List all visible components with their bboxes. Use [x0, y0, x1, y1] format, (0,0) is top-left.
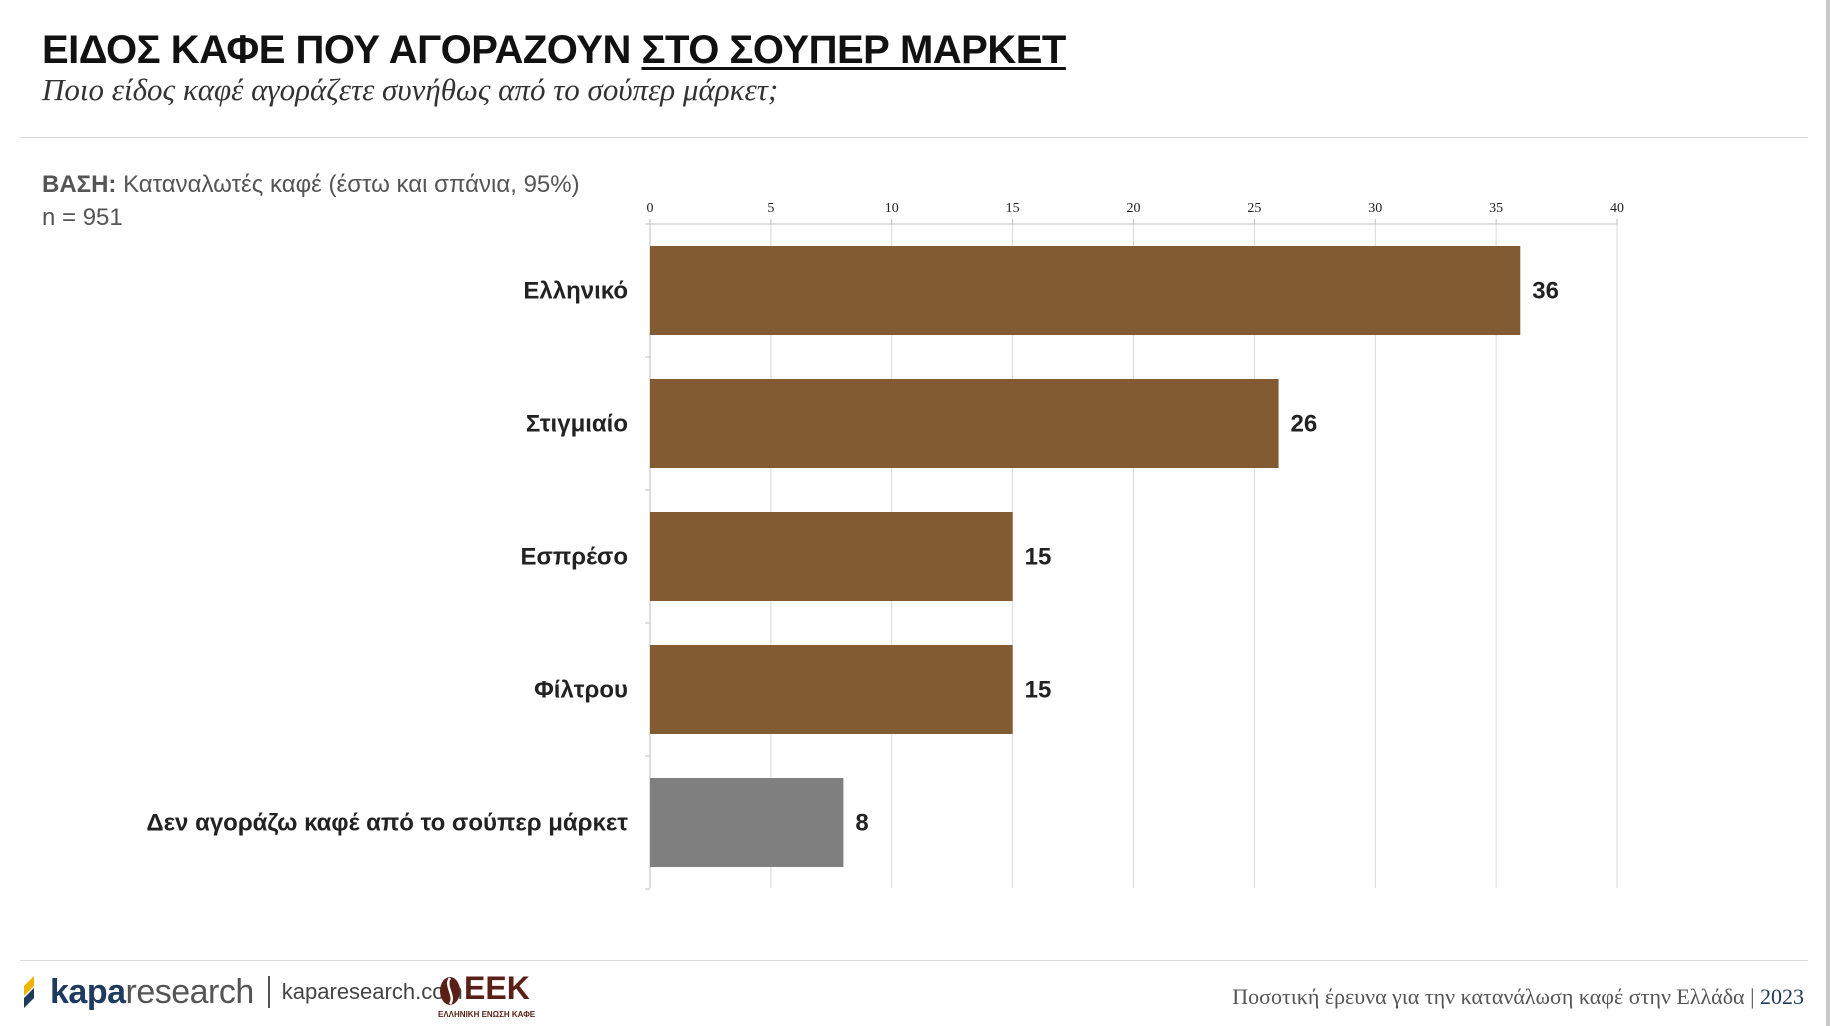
eek-logo: ΕΕΚ ΕΛΛΗΝΙΚΗ ΕΝΩΣΗ ΚΑΦΕ — [438, 970, 535, 1024]
kapa-research-logo: kaparesearch kaparesearch.com — [20, 970, 463, 1014]
bar-chart: 0 5 10 15 20 25 30 35 40 Ελληνικό 36 Στιγμιαίο 26 Εσπ… — [146, 201, 1624, 890]
x-tick-label: 0 — [647, 201, 654, 216]
footer-divider — [20, 960, 1808, 961]
bar — [650, 512, 1013, 601]
logo-separator — [267, 976, 270, 1008]
brand-bold: kapa — [50, 973, 126, 1011]
base-info: ΒΑΣΗ: Καταναλωτές καφέ (έστω και σπάνια,… — [42, 168, 580, 234]
sample-size: n = 951 — [42, 204, 123, 231]
brand-wordmark: kaparesearch — [50, 972, 254, 1012]
x-tick-label: 25 — [1247, 201, 1261, 216]
category-label: Ελληνικό — [523, 278, 628, 305]
site-url: kaparesearch.com — [281, 979, 463, 1004]
title-underlined: ΣΤΟ ΣΟΥΠΕΡ ΜΑΡΚΕΤ — [641, 28, 1066, 72]
eek-subtitle: ΕΛΛΗΝΙΚΗ ΕΝΩΣΗ ΚΑΦΕ — [438, 1010, 536, 1019]
bar — [650, 379, 1279, 468]
data-label: 8 — [855, 810, 868, 837]
eek-wordmark: ΕΕΚ — [464, 970, 530, 1006]
category-label: Δεν αγοράζω καφέ από το σούπερ μάρκετ — [146, 810, 628, 837]
x-tick-label: 30 — [1368, 201, 1382, 216]
footer-caption: Ποσοτική έρευνα για την κατανάλωση καφέ … — [1232, 984, 1804, 1010]
x-tick-label: 5 — [767, 201, 774, 216]
category-label: Εσπρέσο — [520, 544, 628, 571]
caption-year: 2023 — [1760, 984, 1804, 1009]
category-label: Στιγμιαίο — [526, 411, 628, 438]
kapa-logo-mark-icon — [24, 976, 34, 1008]
caption-text: Ποσοτική έρευνα για την κατανάλωση καφέ … — [1232, 984, 1745, 1009]
caption-separator: | — [1750, 984, 1755, 1009]
header-divider — [20, 137, 1808, 138]
page-subtitle: Ποιο είδος καφέ αγοράζετε συνήθως από το… — [42, 72, 779, 107]
data-label: 15 — [1025, 677, 1052, 704]
page-right-border — [1826, 0, 1830, 1026]
x-tick-label: 15 — [1006, 201, 1020, 216]
data-label: 36 — [1532, 278, 1559, 305]
category-label: Φίλτρου — [534, 677, 628, 704]
base-line: ΒΑΣΗ: Καταναλωτές καφέ (έστω και σπάνια,… — [42, 168, 580, 201]
brand-light: research — [125, 973, 255, 1011]
bar — [650, 246, 1521, 335]
data-label: 15 — [1025, 544, 1052, 571]
coffee-bean-icon — [440, 977, 460, 1005]
bar — [650, 645, 1013, 734]
x-tick-label: 20 — [1127, 201, 1141, 216]
x-tick-label: 10 — [885, 201, 899, 216]
page-title: ΕΙΔΟΣ ΚΑΦΕ ΠΟΥ ΑΓΟΡΑΖΟΥΝ ΣΤΟ ΣΟΥΠΕΡ ΜΑΡΚ… — [42, 24, 1066, 76]
data-label: 26 — [1291, 411, 1318, 438]
x-tick-label: 40 — [1610, 201, 1624, 216]
base-label: ΒΑΣΗ: — [42, 171, 117, 198]
x-tick-label: 35 — [1489, 201, 1503, 216]
title-main: ΕΙΔΟΣ ΚΑΦΕ ΠΟΥ ΑΓΟΡΑΖΟΥΝ — [42, 28, 631, 72]
bar — [650, 778, 844, 867]
base-text: Καταναλωτές καφέ (έστω και σπάνια, 95%) — [123, 171, 580, 198]
